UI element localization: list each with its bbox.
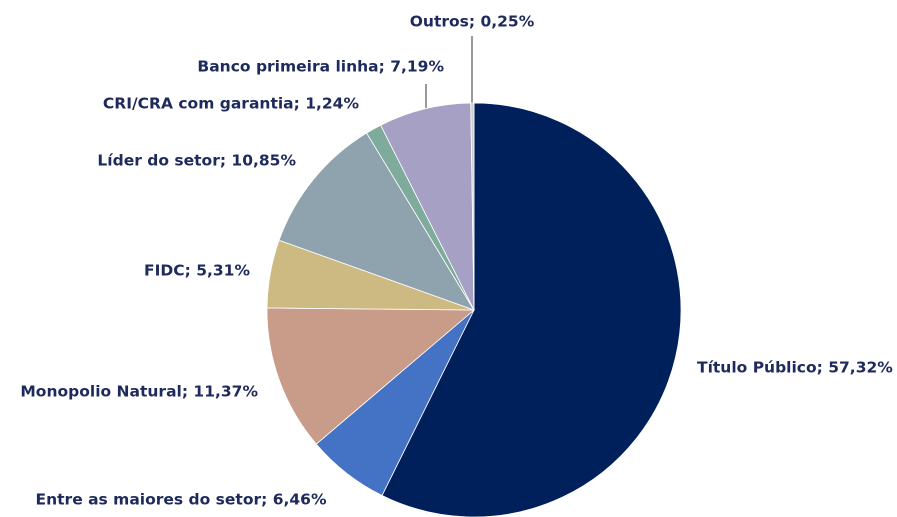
data-label: Entre as maiores do setor; 6,46%	[36, 491, 327, 509]
data-label: CRI/CRA com garantia; 1,24%	[103, 95, 360, 113]
data-label: Outros; 0,25%	[410, 13, 535, 31]
data-label: FIDC; 5,31%	[144, 262, 250, 280]
pie-slice	[470, 102, 475, 311]
data-label: Monopolio Natural; 11,37%	[20, 383, 258, 401]
data-label: Líder do setor; 10,85%	[97, 152, 296, 170]
data-label: Título Público; 57,32%	[697, 359, 893, 377]
pie-slice	[278, 132, 475, 311]
data-label: Banco primeira linha; 7,19%	[197, 58, 444, 76]
pie-slice	[266, 307, 476, 445]
